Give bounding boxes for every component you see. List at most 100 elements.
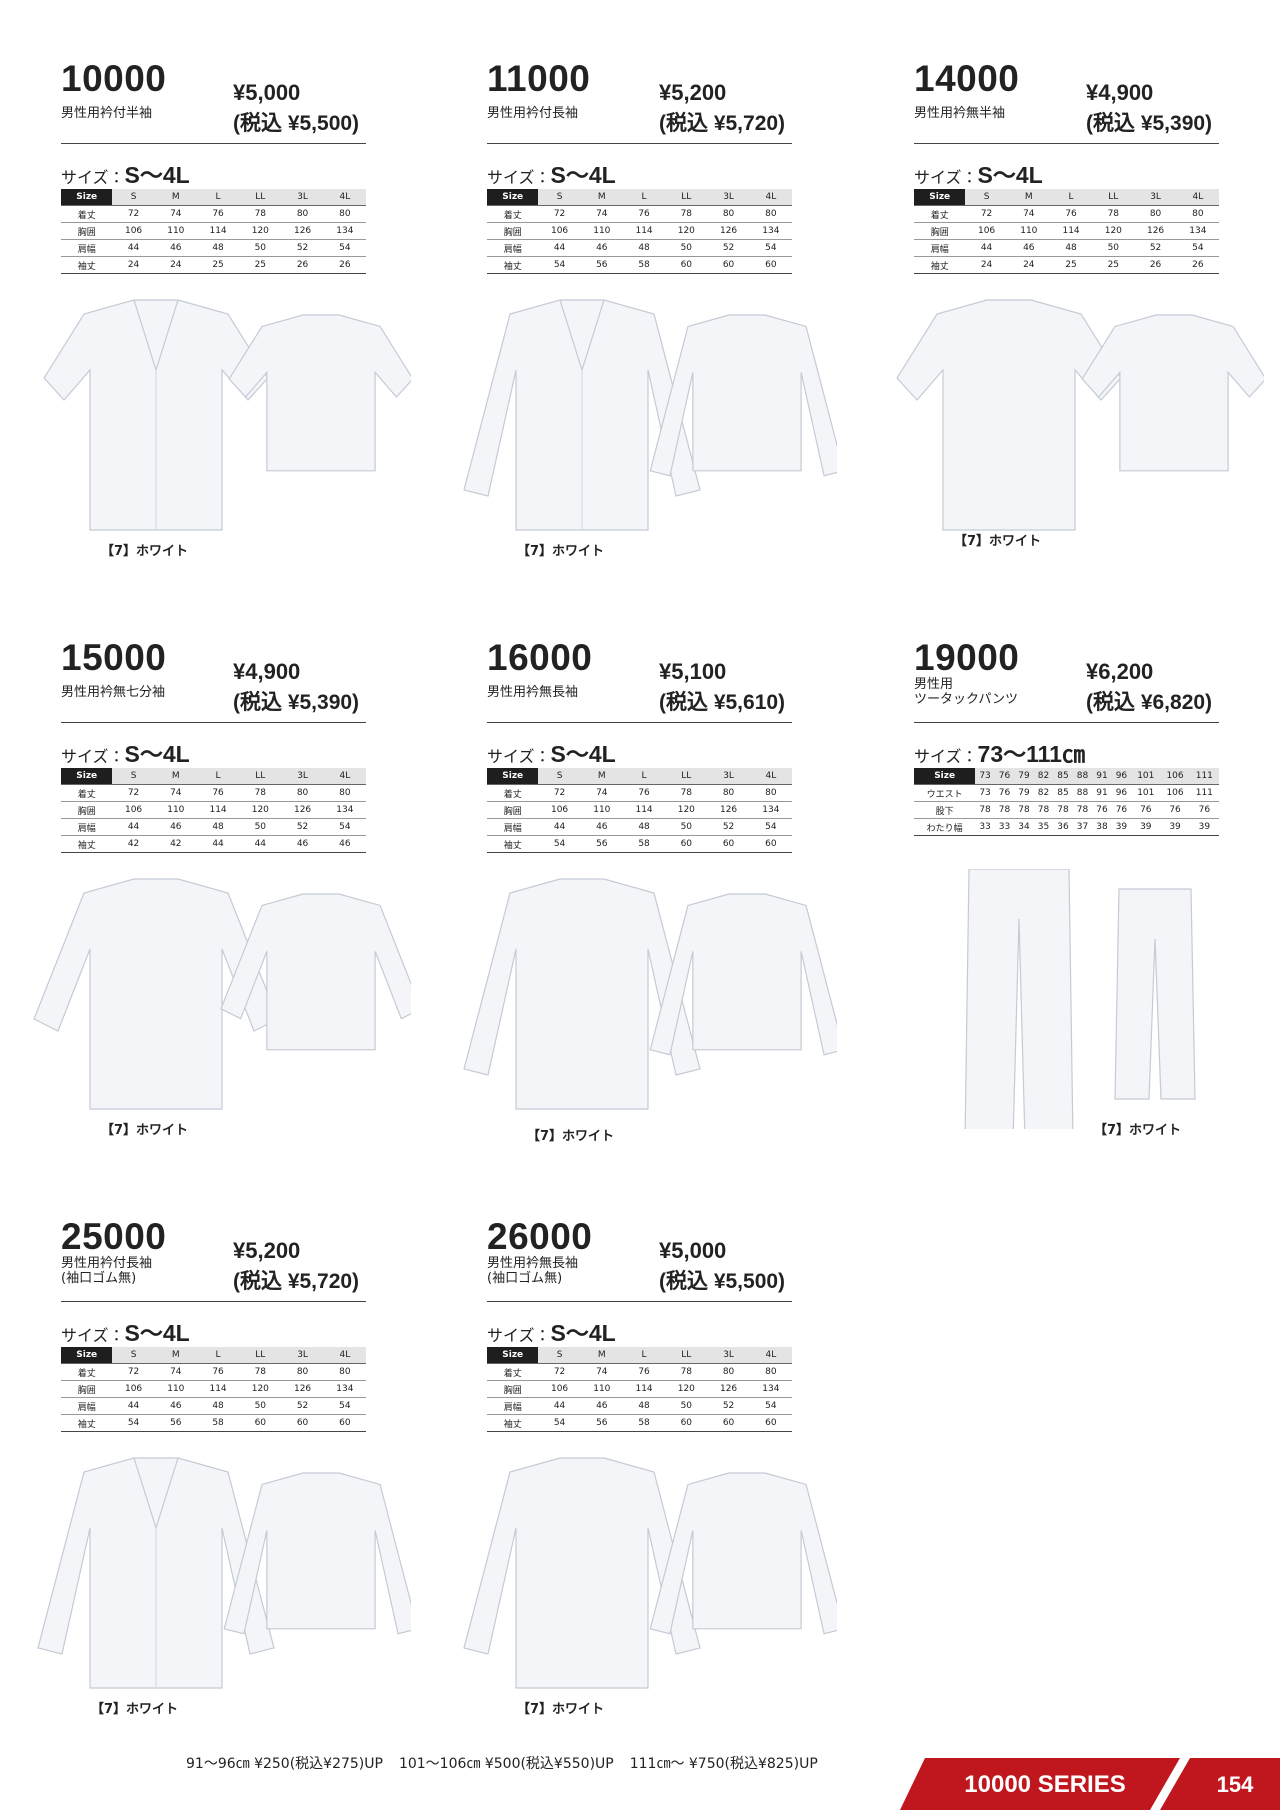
table-row: 肩幅 44 46 48 50 52 54 bbox=[61, 818, 366, 836]
table-cell: 76 bbox=[622, 784, 666, 802]
table-cell: 56 bbox=[580, 256, 623, 274]
table-cell: 134 bbox=[749, 801, 792, 819]
table-cell: 42 bbox=[154, 835, 197, 853]
product-name: 男性用衿付半袖 bbox=[61, 106, 152, 121]
table-cell: 44 bbox=[196, 835, 240, 853]
table-cell: 134 bbox=[749, 1380, 792, 1398]
price: ¥5,000 bbox=[659, 1238, 727, 1263]
size-table: Size S M L LL 3L 4L 着丈 72 74 76 78 80 80 胸囲 106 110 114 12… bbox=[914, 189, 1219, 274]
color-label: 【7】ホワイト bbox=[101, 1123, 189, 1138]
table-row: 胸囲 106 110 114 120 126 134 bbox=[487, 222, 792, 240]
product-block: 14000 男性用衿無半袖 ¥4,900 (税込 ¥5,390) サイズ：S〜4L Siz… bbox=[896, 0, 1264, 580]
name-line: ツータックパンツ bbox=[914, 692, 1019, 707]
price-with-tax: (税込 ¥5,500) bbox=[233, 112, 360, 135]
table-cell: 110 bbox=[154, 222, 197, 240]
page-number: 154 bbox=[1217, 1772, 1254, 1797]
product-code: 15000 bbox=[61, 637, 167, 678]
price-with-tax: (税込 ¥5,500) bbox=[659, 1270, 786, 1293]
table-cell: 胸囲 bbox=[487, 222, 539, 240]
table-cell: 58 bbox=[622, 835, 666, 853]
table-cell: 78 bbox=[665, 205, 708, 223]
table-header: Size S M L LL 3L 4L bbox=[914, 189, 1219, 206]
header-cell: L bbox=[196, 768, 240, 785]
table-cell: 48 bbox=[622, 818, 666, 836]
table-cell: 60 bbox=[749, 1414, 792, 1432]
table-row: 肩幅 44 46 48 50 52 54 bbox=[61, 239, 366, 257]
table-row: 肩幅 44 46 48 50 52 54 bbox=[487, 1397, 792, 1415]
table-cell: 74 bbox=[580, 784, 623, 802]
garment bbox=[649, 1472, 837, 1635]
table-cell: 74 bbox=[580, 1363, 623, 1381]
size-table: Size S M L LL 3L 4L 着丈 72 74 76 78 80 80 胸囲 106 110 114 12… bbox=[487, 189, 792, 274]
table-cell: 120 bbox=[1092, 222, 1135, 240]
table-cell: 46 bbox=[580, 239, 623, 257]
header-cell: LL bbox=[239, 768, 282, 785]
name-line: (袖口ゴム無) bbox=[487, 1271, 563, 1286]
size-label: サイズ： bbox=[61, 747, 125, 766]
product-name: 男性用衿付長袖 bbox=[487, 106, 578, 121]
table-cell: ウエスト bbox=[914, 784, 976, 802]
table-cell: 袖丈 bbox=[61, 256, 113, 274]
divider bbox=[61, 722, 366, 723]
table-cell: 126 bbox=[281, 1380, 324, 1398]
table-cell: 44 bbox=[239, 835, 282, 853]
table-cell: 38 bbox=[1092, 818, 1112, 836]
table-cell: 76 bbox=[1049, 205, 1093, 223]
table-cell: 78 bbox=[239, 784, 282, 802]
header-cell: 4L bbox=[323, 768, 366, 785]
color-label: 【7】ホワイト bbox=[1094, 1123, 1182, 1138]
table-cell: 74 bbox=[154, 1363, 197, 1381]
size-label: サイズ： bbox=[61, 168, 125, 187]
header-cell: Size bbox=[487, 768, 539, 785]
table-cell: 74 bbox=[154, 784, 197, 802]
table-cell: 46 bbox=[154, 818, 197, 836]
table-cell: 60 bbox=[665, 835, 708, 853]
table-row: 肩幅 44 46 48 50 52 54 bbox=[487, 239, 792, 257]
table-cell: 袖丈 bbox=[487, 1414, 539, 1432]
table-cell: 76 bbox=[196, 1363, 240, 1381]
table-cell: 37 bbox=[1072, 818, 1093, 836]
divider bbox=[61, 143, 366, 144]
table-cell: 78 bbox=[1053, 801, 1073, 819]
size-value: S〜4L bbox=[124, 162, 190, 188]
table-row: わたり幅 33 33 34 35 36 37 38 39 39 39 39 bbox=[914, 818, 1219, 836]
table-cell: 袖丈 bbox=[61, 835, 113, 853]
table-cell: 76 bbox=[622, 1363, 666, 1381]
table-cell: 78 bbox=[1033, 801, 1054, 819]
name-line: 男性用衿無半袖 bbox=[914, 106, 1006, 121]
table-row: ウエスト 73 76 79 82 85 88 91 96 101 106 111 bbox=[914, 784, 1219, 802]
table-cell: 126 bbox=[707, 1380, 750, 1398]
product-block: 10000 男性用衿付半袖 ¥5,000 (税込 ¥5,500) サイズ：S〜4L Siz… bbox=[43, 0, 411, 580]
table-cell: 126 bbox=[707, 222, 750, 240]
table-cell: 126 bbox=[707, 801, 750, 819]
table-cell: 33 bbox=[975, 818, 995, 836]
table-cell: 50 bbox=[239, 1397, 282, 1415]
table-cell: 72 bbox=[112, 784, 155, 802]
header-cell: Size bbox=[914, 189, 966, 206]
header-cell: 76 bbox=[994, 768, 1015, 785]
name-line: 男性用衿無七分袖 bbox=[61, 685, 166, 700]
header-cell: Size bbox=[487, 1347, 539, 1364]
table-cell: 胸囲 bbox=[61, 222, 113, 240]
garment bbox=[33, 878, 279, 1110]
garment bbox=[228, 314, 411, 472]
header-cell: M bbox=[154, 1347, 197, 1364]
table-row: 肩幅 44 46 48 50 52 54 bbox=[914, 239, 1219, 257]
size-range: サイズ：S〜4L bbox=[487, 156, 616, 190]
table-cell: 78 bbox=[665, 784, 708, 802]
product-name: 男性用衿無長袖 (袖口ゴム無) bbox=[487, 1256, 578, 1286]
table-cell: 85 bbox=[1053, 784, 1073, 802]
table-cell: 106 bbox=[1160, 784, 1190, 802]
table-cell: 106 bbox=[538, 222, 581, 240]
product-name: 男性用 ツータックパンツ bbox=[914, 677, 1018, 707]
header-cell: S bbox=[112, 1347, 155, 1364]
table-cell: 胸囲 bbox=[61, 1380, 113, 1398]
table-cell: 56 bbox=[154, 1414, 197, 1432]
price-with-tax: (税込 ¥5,390) bbox=[233, 691, 360, 714]
table-cell: 80 bbox=[323, 205, 366, 223]
size-value: S〜4L bbox=[550, 1320, 616, 1346]
divider bbox=[487, 1301, 792, 1302]
size-value: S〜4L bbox=[550, 162, 616, 188]
table-cell: 78 bbox=[665, 1363, 708, 1381]
table-cell: 胸囲 bbox=[61, 801, 113, 819]
